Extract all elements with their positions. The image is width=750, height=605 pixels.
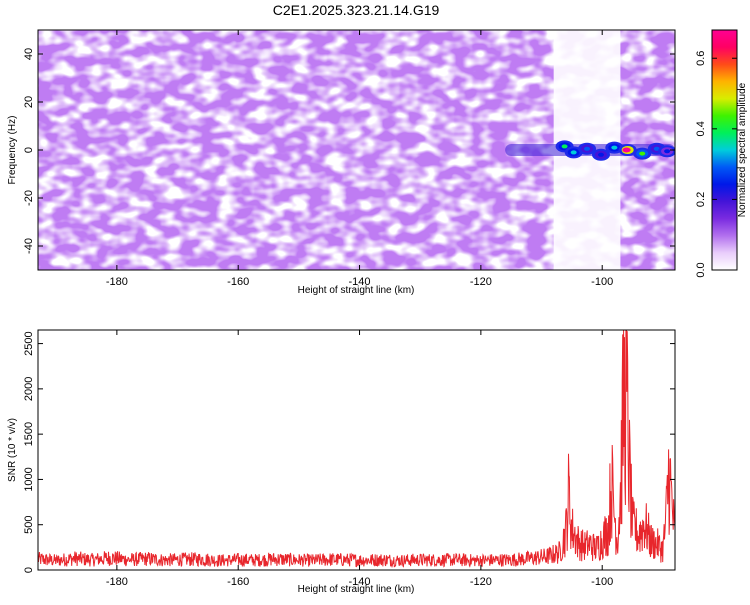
snr-x-tick-label: -140 <box>349 576 371 588</box>
signal-hotspot-core <box>653 146 660 151</box>
snr-background <box>38 330 675 570</box>
spectrogram-x-tick-label: -160 <box>227 276 249 288</box>
signal-hotspot-core <box>570 150 577 155</box>
snr-x-tick-label: -160 <box>227 576 249 588</box>
colorbar-ticks: 0.0 0.2 0.4 0.6 <box>695 51 737 278</box>
spectrogram-ticks: -180 -160 -140 -120 -100 -40 -20 0 20 40 <box>23 30 675 288</box>
colorbar-tick-label: 0.0 <box>695 262 707 277</box>
snr-y-tick-label: 500 <box>23 516 35 534</box>
signal-hotspot-core <box>584 146 591 151</box>
snr-x-axis-label: Height of straight line (km) <box>298 584 415 595</box>
snr-ticks: -180 -160 -140 -120 -100 0 500 1000 1500 2000 2500 <box>23 330 675 588</box>
signal-hotspot-core <box>611 145 618 150</box>
snr-x-tick-label: -100 <box>591 576 613 588</box>
spectrogram-panel: C2E1.2025.323.21.14.G19 -180 -160 -140 -120… <box>7 2 748 296</box>
spectrogram-y-tick-label: 20 <box>23 96 35 108</box>
snr-frame <box>37 329 676 571</box>
spectrogram-x-tick-label: -180 <box>106 276 128 288</box>
colorbar: 0.0 0.2 0.4 0.6 Normalized spectral amplitu… <box>695 29 748 278</box>
signal-layer <box>505 140 675 161</box>
colorbar-scale <box>712 30 737 270</box>
spectrogram-x-axis-label: Height of straight line (km) <box>298 285 415 296</box>
colorbar-frame <box>711 29 738 271</box>
snr-y-tick-label: 2500 <box>23 331 35 355</box>
snr-x-tick-label: -180 <box>106 576 128 588</box>
spectrogram-y-tick-label: 0 <box>23 147 35 153</box>
snr-y-tick-label: 1500 <box>23 422 35 446</box>
signal-peak <box>622 147 631 153</box>
spectrogram-x-tick-label: -120 <box>470 276 492 288</box>
spectrogram-y-axis-label: Frequency (Hz) <box>7 116 18 185</box>
spectrogram-x-tick-label: -100 <box>591 276 613 288</box>
snr-y-tick-label: 1000 <box>23 467 35 491</box>
snr-y-tick-label: 0 <box>23 567 35 573</box>
signal-hotspot-core <box>597 152 604 157</box>
colorbar-tick-label: 0.4 <box>695 121 707 136</box>
spectrogram-plot-area <box>38 30 675 270</box>
colorbar-tick-label: 0.6 <box>695 51 707 66</box>
spectrogram-y-tick-label: -20 <box>23 190 35 206</box>
chart-title: C2E1.2025.323.21.14.G19 <box>273 2 440 18</box>
colorbar-label: Normalized spectral amplitude <box>737 82 748 217</box>
snr-plot-area <box>38 330 675 570</box>
spectrogram-y-tick-label: 40 <box>23 48 35 60</box>
snr-series-line <box>38 330 675 569</box>
snr-y-axis-label: SNR (10 * v/v) <box>7 418 18 482</box>
signal-hotspot-core <box>664 149 671 154</box>
signal-hotspot-core <box>639 151 646 156</box>
snr-x-tick-label: -120 <box>470 576 492 588</box>
signal-hotspot-core <box>561 144 568 149</box>
snr-y-tick-label: 2000 <box>23 377 35 401</box>
spectrogram-x-tick-label: -140 <box>349 276 371 288</box>
colorbar-tick-label: 0.2 <box>695 192 707 207</box>
snr-panel: -180 -160 -140 -120 -100 0 500 1000 1500 2000 2500… <box>7 329 676 595</box>
spectrogram-y-tick-label: -40 <box>23 238 35 254</box>
